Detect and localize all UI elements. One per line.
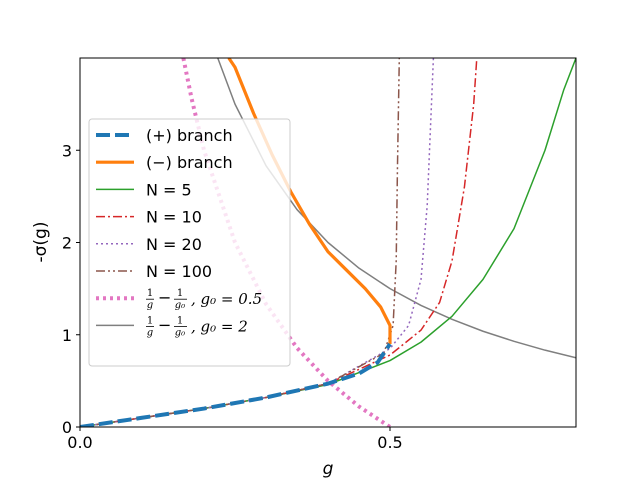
- svg-text:, g₀ = 0.5: , g₀ = 0.5: [191, 290, 262, 308]
- svg-text:g: g: [147, 300, 153, 311]
- legend: (+) branch (−) branch N = 5 N = 10 N = 20 N =…: [88, 118, 291, 367]
- svg-text:−: −: [158, 315, 171, 334]
- y-tick-label: 0: [62, 418, 72, 437]
- svg-text:1: 1: [147, 288, 153, 299]
- legend-label-n5: N = 5: [146, 180, 192, 199]
- svg-text:1: 1: [177, 315, 183, 326]
- legend-label-g05: 1g −1g₀, g₀ = 0.5: [146, 288, 262, 311]
- y-axis-label: -σ(g): [31, 222, 51, 263]
- legend-label-plus: (+) branch: [146, 126, 233, 145]
- legend-box: [88, 118, 291, 367]
- legend-label-g2: 1g −1g₀, g₀ = 2: [146, 315, 248, 338]
- x-tick-label: 0.0: [67, 433, 92, 452]
- svg-text:, g₀ = 2: , g₀ = 2: [191, 317, 248, 335]
- series-line-plus: [80, 342, 392, 427]
- svg-text:g₀: g₀: [175, 327, 185, 338]
- y-tick-label: 1: [62, 326, 72, 345]
- series-line-minus: [227, 58, 392, 344]
- y-tick-label: 3: [62, 141, 72, 160]
- svg-text:g: g: [147, 327, 153, 338]
- legend-label-n10: N = 10: [146, 208, 202, 227]
- svg-text:1: 1: [147, 315, 153, 326]
- svg-text:g₀: g₀: [175, 300, 185, 311]
- x-axis-label: g: [323, 459, 334, 479]
- x-tick-label: 0.5: [377, 433, 402, 452]
- ticks-layer: 0.0 0.5 0 1 2 3: [62, 141, 403, 452]
- svg-text:1: 1: [177, 288, 183, 299]
- series-line-n100: [80, 58, 401, 427]
- legend-label-n20: N = 20: [146, 235, 202, 254]
- y-tick-label: 2: [62, 234, 72, 253]
- legend-label-n100: N = 100: [146, 262, 212, 281]
- legend-label-minus: (−) branch: [146, 153, 233, 172]
- svg-text:−: −: [158, 288, 171, 307]
